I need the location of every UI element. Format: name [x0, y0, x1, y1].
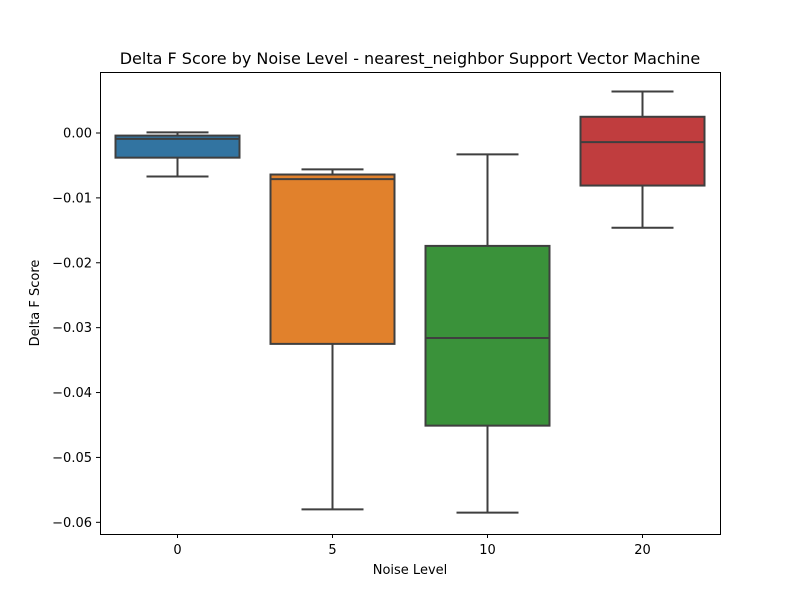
box-noise-10 — [424, 244, 551, 427]
x-tick-label: 5 — [328, 543, 336, 558]
y-axis-label: Delta F Score — [28, 260, 43, 347]
y-tick-label: −0.01 — [52, 191, 92, 206]
box-noise-20 — [579, 115, 706, 187]
x-tick-label: 10 — [479, 543, 496, 558]
y-tick-label: −0.04 — [52, 386, 92, 401]
y-tick-label: −0.03 — [52, 321, 92, 336]
plot-area: 0.00 −0.01 −0.02 −0.03 −0.04 −0.05 −0.06 0 5 10 20 — [52, 90, 706, 558]
box-noise-5 — [269, 173, 396, 345]
x-tick-label: 0 — [173, 543, 181, 558]
y-tick-label: −0.02 — [52, 256, 92, 271]
x-tick-label: 20 — [634, 543, 651, 558]
y-tick-label: −0.06 — [52, 516, 92, 531]
y-tick-label: −0.05 — [52, 451, 92, 466]
chart-title: Delta F Score by Noise Level - nearest_n… — [120, 49, 701, 69]
box-noise-0 — [114, 134, 241, 159]
plot-frame — [100, 72, 721, 535]
x-axis-label: Noise Level — [373, 563, 448, 578]
y-tick-label: 0.00 — [63, 126, 92, 141]
